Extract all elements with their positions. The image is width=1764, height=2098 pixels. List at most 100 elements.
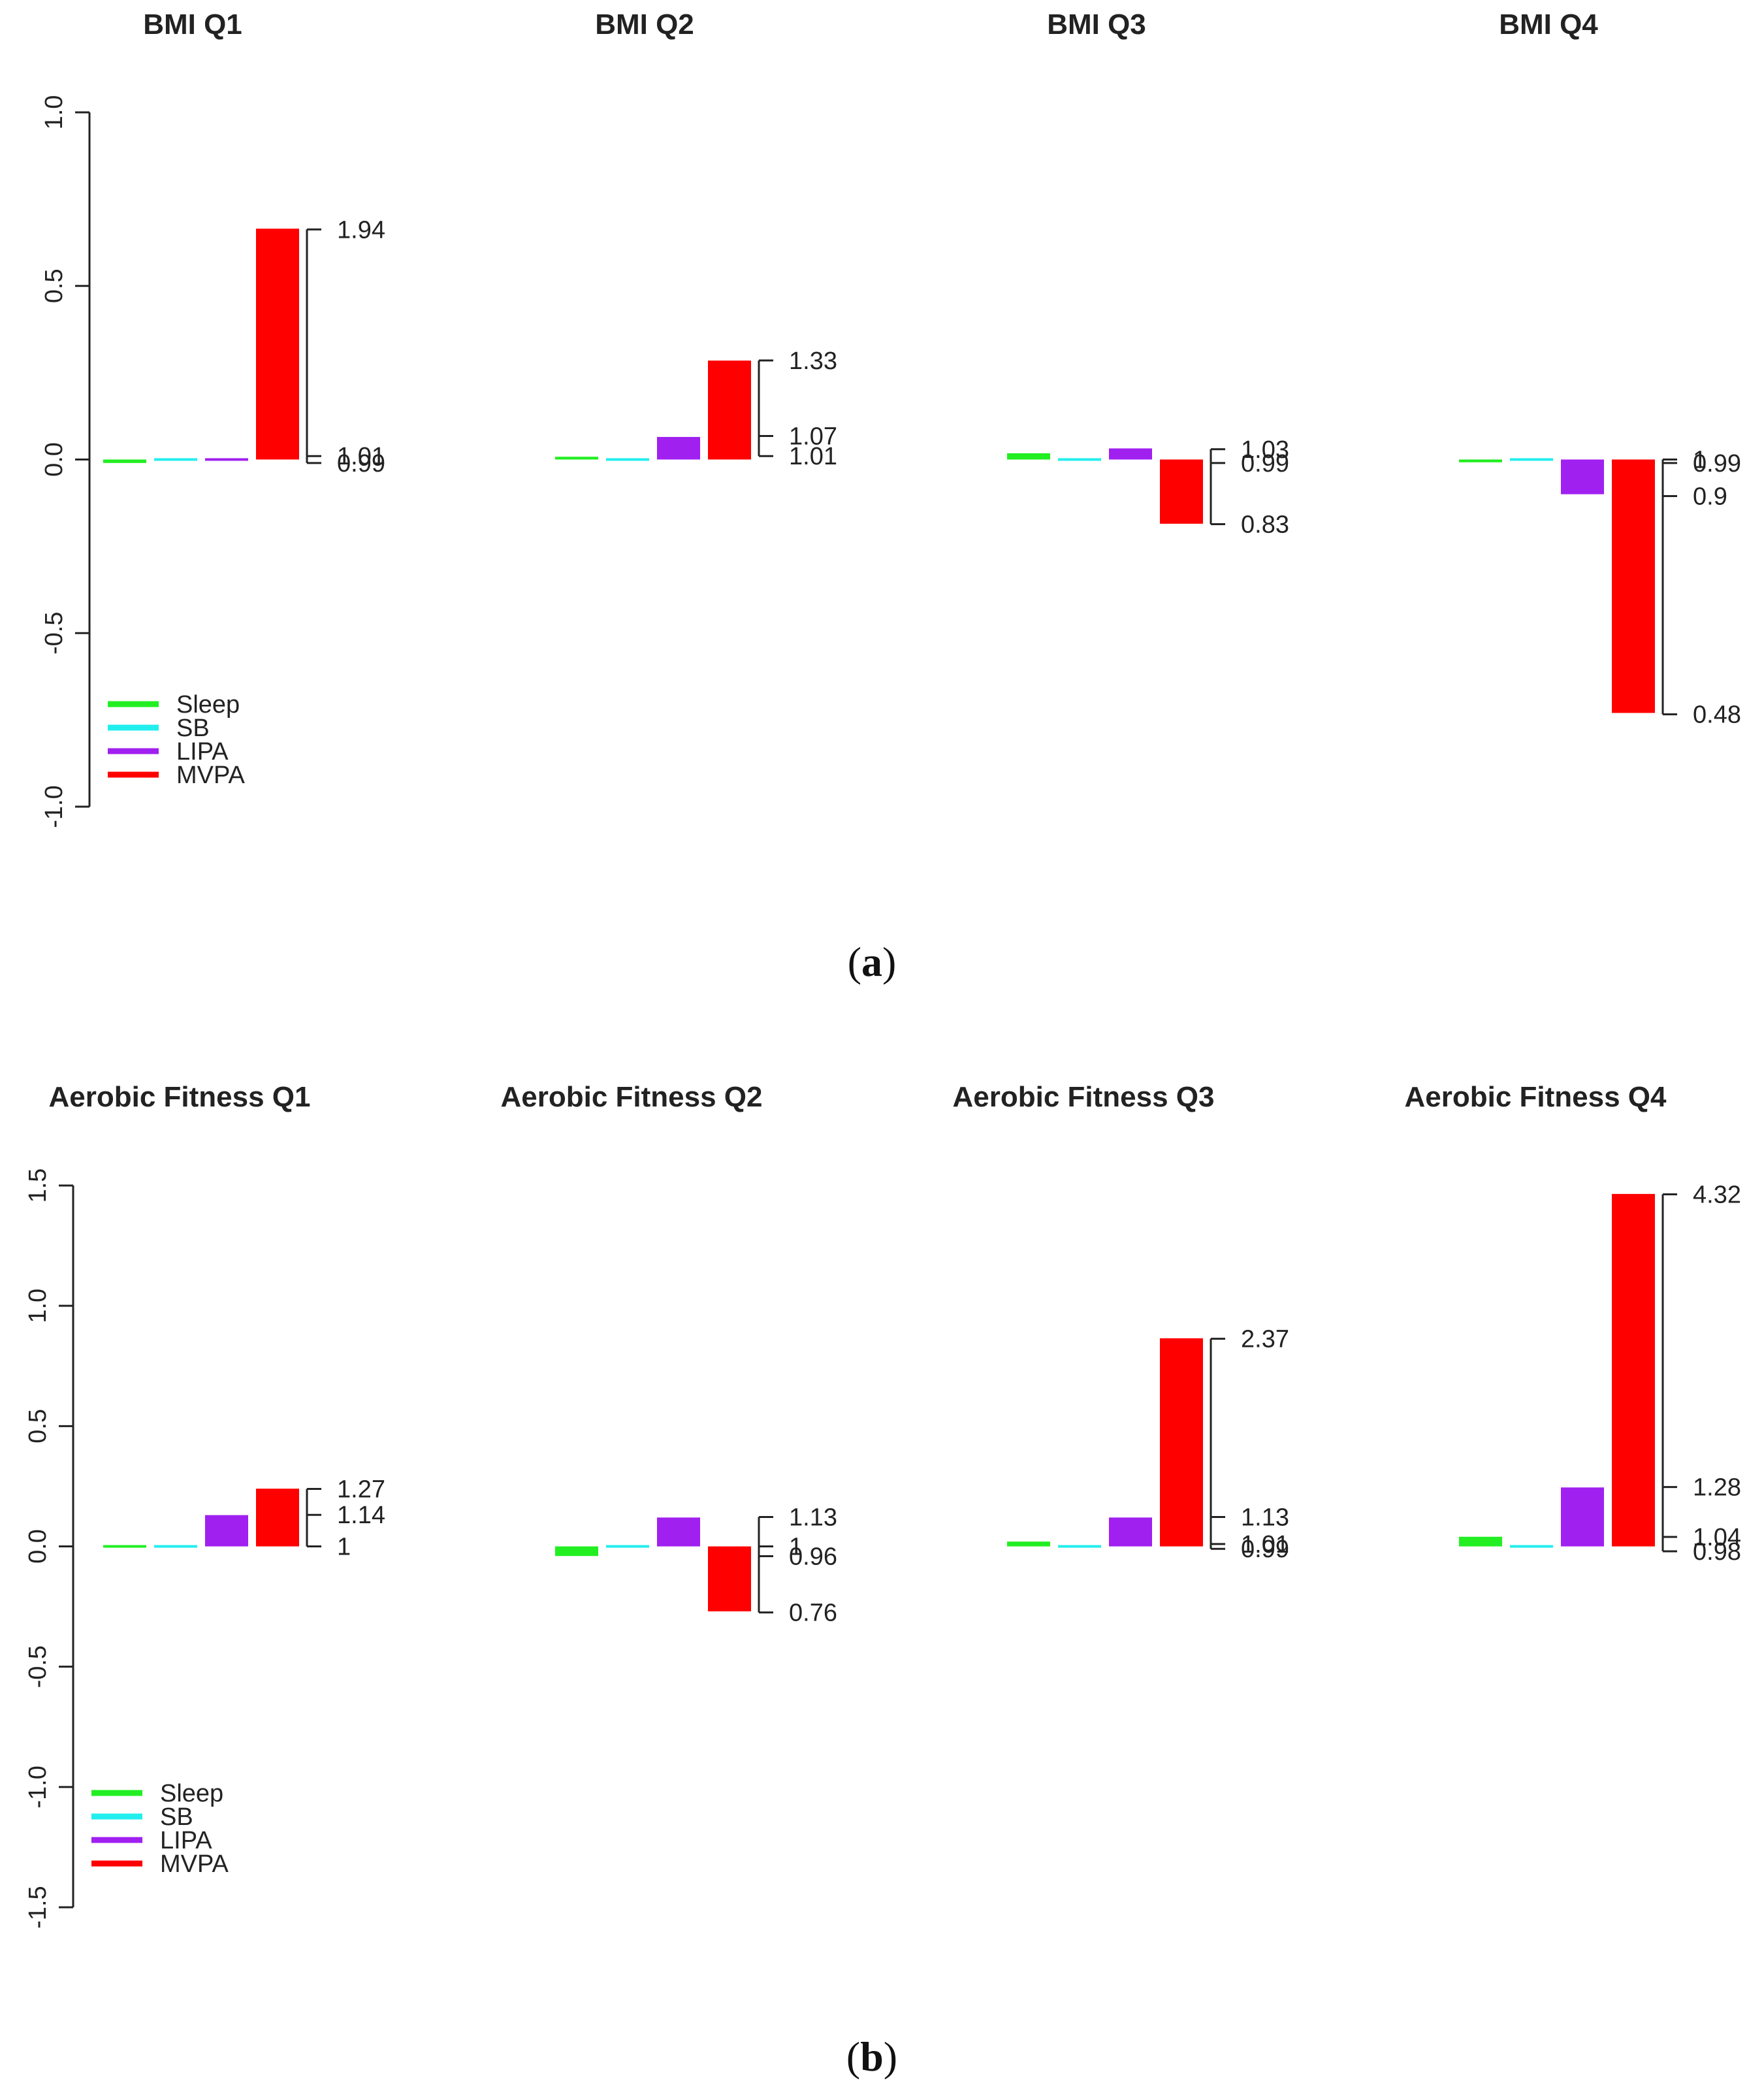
bar-lipa [205, 1515, 248, 1547]
or-label: 1.33 [789, 347, 837, 375]
y-tick-label: 1.0 [24, 1289, 52, 1323]
or-label: 2.37 [1241, 1326, 1289, 1353]
bar-lipa [1561, 459, 1604, 494]
or-label: 1.01 [789, 443, 837, 470]
or-label: 1.04 [1693, 1524, 1741, 1551]
bar-sb [1058, 458, 1101, 461]
chart-title: Aerobic Fitness Q3 [952, 1081, 1214, 1113]
bar-sb [154, 458, 197, 461]
or-label: 1.13 [789, 1504, 837, 1531]
chart-title: BMI Q2 [595, 8, 694, 40]
panel-label-b: (b) [846, 2033, 897, 2080]
or-label: 1.94 [337, 216, 385, 244]
or-label: 0.48 [1693, 702, 1741, 729]
legend-label: SB [160, 1803, 193, 1831]
bar-sleep [1007, 1541, 1050, 1547]
chart-title: BMI Q4 [1499, 8, 1598, 40]
legend-label: Sleep [160, 1780, 223, 1807]
y-tick-label: 0.0 [40, 442, 68, 477]
bar-sleep [103, 1545, 146, 1548]
bar-sleep [1459, 1536, 1502, 1547]
or-label: 0.99 [337, 450, 385, 477]
or-label: 1.03 [1241, 436, 1289, 464]
bar-lipa [1109, 448, 1152, 460]
bar-mvpa [256, 229, 299, 460]
bar-mvpa [708, 361, 751, 460]
bar-lipa [657, 436, 700, 460]
or-label: 1.01 [1241, 1531, 1289, 1558]
y-tick-label: 0.5 [24, 1409, 52, 1444]
chart-4: BMI Q4 10.99 0.9 0.48 [1459, 8, 1741, 729]
bar-lipa [1561, 1487, 1604, 1547]
chart-title: Aerobic Fitness Q1 [48, 1081, 310, 1113]
charts-group: BMI Q1-1.0-0.50.00.51.01.941.010.99Sleep… [24, 8, 1741, 1929]
chart-1: BMI Q1 -1.0 -0.5 0.0 0.5 1.0 1.94 1.010.99 Sleep… [40, 8, 385, 828]
or-label: 1.01 [337, 443, 385, 470]
legend-label: MVPA [160, 1850, 229, 1878]
y-tick-label: -1.0 [24, 1766, 52, 1808]
or-label: 0.99 [1241, 450, 1289, 477]
bar-sb [606, 1545, 649, 1548]
y-tick-label: -0.5 [40, 612, 68, 654]
y-tick-label: -1.5 [24, 1886, 52, 1928]
bar-lipa [657, 1517, 700, 1547]
bar-sleep [555, 457, 598, 460]
or-label: 1.07 [789, 423, 837, 451]
panel-label-a: (a) [848, 939, 897, 985]
or-label: 0.99 [1693, 450, 1741, 477]
bar-mvpa [1160, 459, 1203, 524]
or-label: 1.13 [1241, 1504, 1289, 1531]
bar-lipa [1109, 1517, 1152, 1547]
or-label: 1.14 [337, 1502, 385, 1529]
or-label: 0.99 [1241, 1536, 1289, 1563]
or-label: 0.98 [1693, 1538, 1741, 1566]
bar-sb [1510, 458, 1553, 461]
bar-mvpa [1160, 1338, 1203, 1547]
bar-lipa [205, 458, 248, 461]
y-tick-label: -1.0 [40, 785, 68, 828]
chart-title: Aerobic Fitness Q2 [500, 1081, 762, 1113]
chart-title: BMI Q3 [1047, 8, 1146, 40]
y-tick-label: 1.0 [40, 95, 68, 130]
legend-label: SB [176, 715, 210, 742]
bar-sleep [1007, 453, 1050, 460]
chart-2: BMI Q2 1.33 1.071.01 [555, 8, 837, 470]
bar-mvpa [708, 1546, 751, 1611]
or-label: 1 [789, 1534, 803, 1561]
chart-3: BMI Q3 1.030.99 0.83 [1007, 8, 1289, 539]
chart-6: Aerobic Fitness Q2 1.13 10.96 0.76 [500, 1081, 837, 1627]
or-label: 0.76 [789, 1600, 837, 1627]
bar-mvpa [1612, 459, 1655, 713]
bar-sb [606, 458, 649, 461]
bar-sb [1058, 1545, 1101, 1548]
bar-mvpa [1612, 1193, 1655, 1547]
or-label: 1.28 [1693, 1474, 1741, 1502]
or-label: 4.32 [1693, 1182, 1741, 1209]
or-label: 0.96 [789, 1543, 837, 1571]
y-tick-label: 0.5 [40, 268, 68, 303]
legend-label: LIPA [176, 738, 229, 766]
bar-sleep [555, 1546, 598, 1557]
chart-7: Aerobic Fitness Q3 2.37 1.131.010.99 [952, 1081, 1289, 1563]
or-label: 0.83 [1241, 511, 1289, 539]
y-tick-label: 1.5 [24, 1169, 52, 1203]
bar-sleep [1459, 459, 1502, 462]
legend-label: MVPA [176, 762, 246, 789]
or-label: 1 [337, 1534, 351, 1561]
chart-8: Aerobic Fitness Q4 4.32 1.28 1.040.98 [1404, 1081, 1740, 1566]
y-tick-label: 0.0 [24, 1529, 52, 1564]
chart-title: Aerobic Fitness Q4 [1404, 1081, 1667, 1113]
bar-sb [1510, 1545, 1553, 1548]
chart-title: BMI Q1 [143, 8, 242, 40]
or-label: 1 [1693, 447, 1707, 474]
or-label: 1.27 [337, 1476, 385, 1503]
bar-sb [154, 1545, 197, 1548]
legend-label: LIPA [160, 1827, 212, 1854]
legend-label: Sleep [176, 691, 240, 718]
bar-mvpa [256, 1489, 299, 1547]
chart-5: Aerobic Fitness Q1 -1.5 -1.0 -0.5 0.0 0.5 1.0 1… [24, 1081, 385, 1929]
y-tick-label: -0.5 [24, 1645, 52, 1688]
or-label: 0.9 [1693, 483, 1727, 510]
bar-sleep [103, 459, 146, 463]
